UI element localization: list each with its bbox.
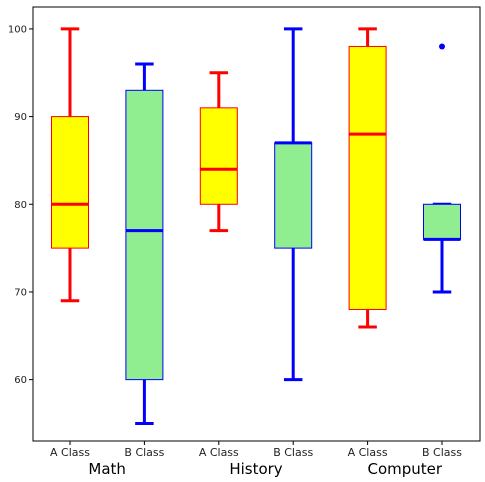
x-axis: A Class B Class A Class B Class A Class B Cla… [50, 441, 462, 478]
x-tick-label: B Class [422, 446, 462, 459]
box-computer-b-class [423, 43, 461, 294]
box-body [125, 89, 164, 381]
plot-area [32, 6, 481, 442]
y-tick-label: 60 [14, 375, 27, 386]
y-tick-label: 80 [14, 200, 27, 211]
box-body [348, 45, 387, 310]
box-history-b-class [274, 27, 313, 382]
x-tick-label: B Class [273, 446, 313, 459]
box-math-b-class [125, 62, 164, 425]
x-tick-label: B Class [124, 446, 164, 459]
y-axis: 60 70 80 90 100 [8, 24, 33, 386]
group-label: Math [88, 460, 126, 478]
y-tick-label: 90 [14, 112, 27, 123]
y-tick-label: 100 [8, 24, 27, 35]
x-tick-label: A Class [348, 446, 388, 459]
x-tick-label: A Class [50, 446, 90, 459]
box-history-a-class [199, 71, 238, 233]
outlier-point [439, 43, 445, 50]
box-computer-a-class [348, 27, 387, 329]
boxes-layer [51, 27, 461, 425]
box-body [199, 107, 238, 205]
group-label: History [229, 460, 282, 478]
box-body [423, 203, 461, 240]
x-tick-label: A Class [199, 446, 239, 459]
box-math-a-class [51, 27, 89, 303]
group-label: Computer [368, 460, 443, 478]
box-body [51, 116, 89, 249]
y-tick-label: 70 [14, 287, 27, 298]
box-body [274, 142, 313, 249]
